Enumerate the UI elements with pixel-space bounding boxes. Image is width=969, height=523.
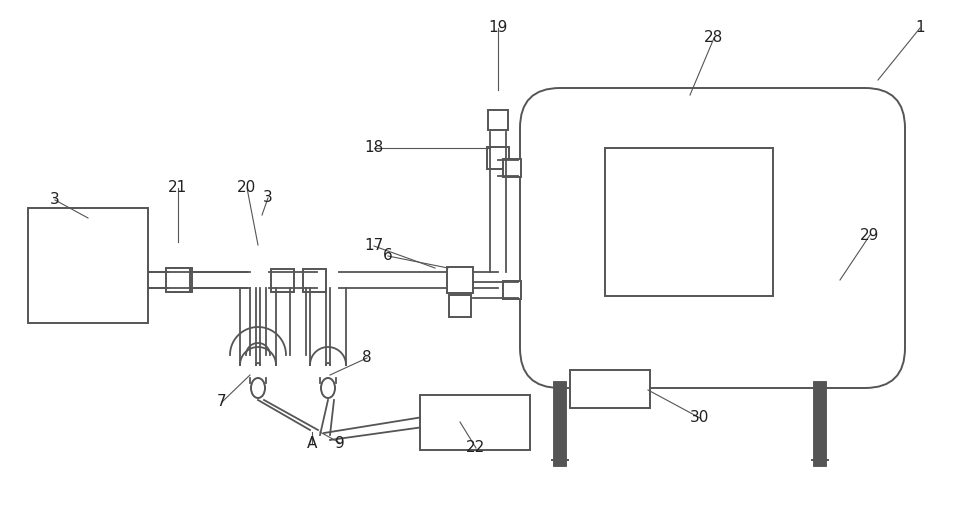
FancyBboxPatch shape	[520, 88, 905, 388]
Text: A: A	[307, 436, 317, 450]
Bar	[487, 147, 509, 169]
Text: 17: 17	[364, 238, 384, 254]
Text: 8: 8	[362, 350, 372, 366]
Text: 1: 1	[915, 20, 924, 36]
Text: 7: 7	[217, 394, 227, 410]
Text: 21: 21	[169, 180, 188, 196]
Ellipse shape	[251, 378, 265, 398]
Bar	[168, 268, 192, 292]
Ellipse shape	[321, 378, 335, 398]
Text: 3: 3	[50, 192, 60, 208]
Bar	[420, 395, 530, 450]
Text: 9: 9	[335, 436, 345, 450]
Bar	[271, 268, 295, 291]
Text: 20: 20	[237, 180, 257, 196]
Text: 6: 6	[383, 248, 392, 264]
Bar	[166, 268, 190, 292]
Text: 19: 19	[488, 20, 508, 36]
Bar	[449, 295, 471, 317]
Text: 3: 3	[264, 190, 273, 206]
Text: 29: 29	[860, 228, 880, 243]
Text: 18: 18	[364, 141, 384, 155]
Bar	[503, 159, 521, 177]
Text: 30: 30	[690, 411, 709, 426]
Text: 28: 28	[704, 30, 724, 46]
Bar	[303, 268, 327, 291]
Bar	[503, 281, 521, 299]
Bar	[447, 267, 473, 293]
Text: 22: 22	[466, 440, 485, 456]
Bar	[28, 208, 148, 323]
Bar	[570, 370, 650, 408]
Bar	[605, 148, 773, 296]
Bar	[488, 110, 508, 130]
